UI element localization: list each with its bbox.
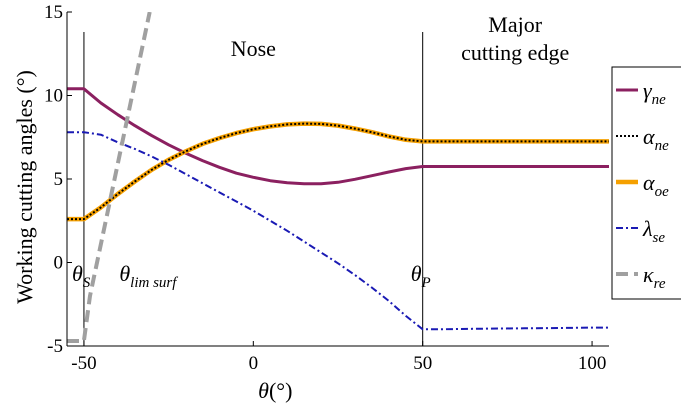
legend-label-se: λse (642, 216, 665, 246)
y-tick-label: 0 (54, 253, 64, 274)
legend-label-oe: αoe (643, 170, 669, 200)
series-line-se (67, 131, 609, 331)
y-tick-label: 10 (44, 86, 63, 107)
region-label-nose: Nose (231, 36, 276, 61)
legend-label-re: κre (643, 262, 666, 292)
region-label-cutting-edge: cutting edge (461, 40, 569, 65)
x-tick-label: 0 (249, 353, 259, 374)
x-tick-label: -50 (71, 353, 96, 374)
y-tick-label: 15 (44, 2, 63, 23)
region-label-major: Major (488, 12, 542, 37)
legend-label-ne: γne (643, 78, 666, 108)
legend: γne αne αoe λse κre (611, 66, 681, 300)
y-tick-label: 5 (54, 169, 64, 190)
annotation-theta-lim-surf: θlim surf (119, 261, 178, 291)
x-tick-label: 100 (578, 353, 607, 374)
x-tick-label: 50 (413, 353, 432, 374)
vertical-markers (83, 32, 424, 346)
annotation-theta-S: θS (72, 261, 91, 291)
x-axis-label: θ(°) (258, 378, 292, 403)
series-lines (67, 12, 609, 343)
axes (66, 11, 609, 347)
y-axis-label: Working cutting angles (°) (12, 70, 37, 304)
region-labels: Nose Major cutting edge (231, 12, 570, 65)
axis-labels: θ(°) Working cutting angles (°) (12, 70, 292, 403)
legend-label-ne: αne (643, 124, 669, 154)
series-line-ne (67, 122, 609, 221)
marker-annotations: θS θlim surf θP (72, 261, 431, 291)
series-line-re (67, 12, 152, 343)
y-tick-label: -5 (47, 336, 63, 357)
series-line-ne (67, 87, 609, 186)
annotation-theta-P: θP (411, 261, 431, 291)
